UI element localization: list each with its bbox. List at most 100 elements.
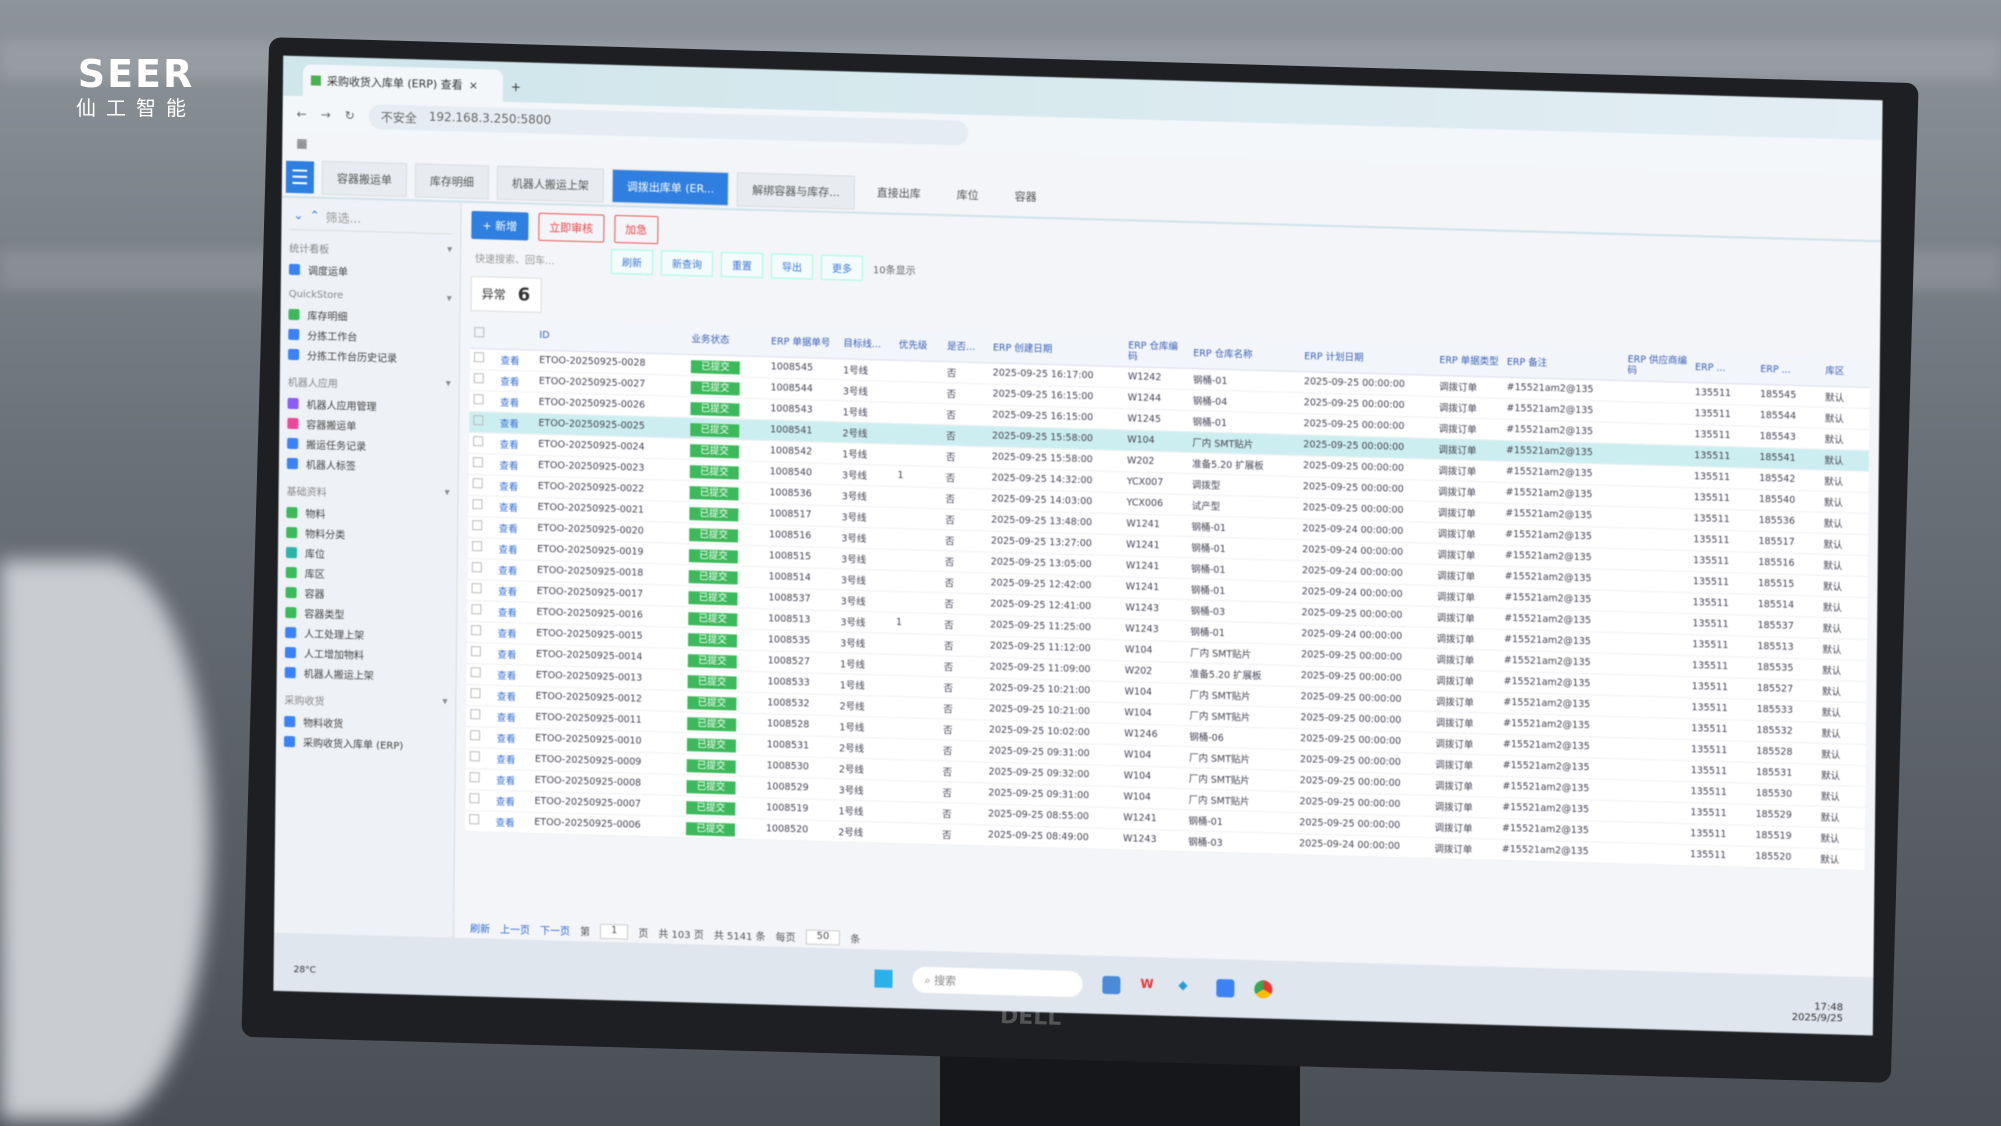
row-checkbox[interactable] [470, 646, 481, 657]
sidebar-group-header[interactable]: QuickStore ▾ [289, 289, 452, 305]
system-clock[interactable]: 17:48 2025/9/25 [1792, 1001, 1843, 1025]
file-app-icon[interactable] [1102, 975, 1121, 995]
row-checkbox[interactable] [470, 688, 481, 699]
new-tab-icon[interactable]: + [510, 79, 521, 95]
chevron-down-icon[interactable]: ▾ [446, 293, 452, 305]
row-checkbox[interactable] [470, 709, 481, 720]
view-link[interactable]: 查看 [494, 495, 534, 519]
chevron-down-icon[interactable]: ▾ [445, 378, 451, 390]
sidebar-group-header[interactable]: 统计看板 ▾ [289, 240, 452, 260]
view-link[interactable]: 查看 [495, 432, 535, 456]
view-link[interactable]: 查看 [495, 474, 534, 498]
column-header[interactable] [470, 318, 497, 349]
collapse-all-icon[interactable]: ⌃ [309, 208, 320, 223]
column-header[interactable]: ERP 仓库编码 [1123, 337, 1190, 369]
app-tab[interactable]: 容器搬运单 [321, 160, 408, 198]
row-checkbox[interactable] [473, 415, 484, 426]
row-checkbox[interactable] [471, 562, 482, 573]
view-link[interactable]: 查看 [493, 600, 533, 624]
row-checkbox[interactable] [470, 667, 481, 678]
row-checkbox[interactable] [473, 373, 484, 384]
view-link[interactable]: 查看 [496, 369, 536, 393]
quick-search-input[interactable]: 快速搜索、回车... [474, 254, 555, 268]
approve-button[interactable]: 立即审核 [537, 212, 605, 243]
row-checkbox[interactable] [469, 751, 480, 762]
remote-app-icon[interactable]: ◆ [1178, 977, 1188, 993]
view-link[interactable]: 查看 [495, 453, 535, 477]
column-header[interactable]: ERP 单据类型 [1435, 345, 1504, 378]
next-page-link[interactable]: 下一页 [539, 926, 571, 938]
sidebar-item[interactable]: 调度运单 [288, 259, 452, 284]
filter-button[interactable]: 重置 [720, 251, 764, 279]
row-checkbox[interactable] [473, 436, 484, 447]
filter-button[interactable]: 导出 [770, 253, 814, 280]
sidebar-item[interactable]: 机器人标签 [286, 453, 450, 478]
view-link[interactable]: 查看 [494, 537, 534, 561]
row-checkbox[interactable] [469, 793, 480, 804]
view-link[interactable]: 查看 [493, 664, 532, 687]
sidebar-group-header[interactable]: 基础资料 ▾ [287, 483, 450, 503]
chevron-down-icon[interactable]: ▾ [444, 487, 450, 499]
row-checkbox[interactable] [472, 457, 483, 468]
sidebar-group-header[interactable]: 机器人应用 ▾ [288, 374, 451, 394]
close-icon[interactable]: × [468, 78, 478, 92]
view-link[interactable]: 查看 [492, 769, 531, 792]
row-checkbox[interactable] [473, 394, 484, 405]
view-link[interactable]: 查看 [491, 811, 531, 834]
sidebar-group-header[interactable]: 采购收货 ▾ [284, 692, 447, 712]
taskbar-search[interactable]: ⌕ 搜索 [912, 966, 1083, 998]
reload-icon[interactable]: ↻ [344, 108, 355, 123]
column-header[interactable]: 库区 [1821, 356, 1870, 388]
app-tab[interactable]: 直接出库 [876, 186, 921, 201]
page-display-select[interactable]: 10条显示 [872, 265, 916, 278]
sidebar-item[interactable]: 采购收货入库单 (ERP) [283, 731, 447, 756]
column-header[interactable]: ERP 单据单号 [766, 327, 840, 359]
column-header[interactable]: 目标线... [839, 329, 896, 361]
chevron-down-icon[interactable]: ▾ [447, 244, 453, 256]
view-link[interactable]: 查看 [492, 727, 532, 750]
app-tab[interactable]: 库位 [956, 188, 979, 203]
row-checkbox[interactable] [473, 352, 485, 363]
app-tab[interactable]: 调拨出库单 (ER... [611, 168, 730, 207]
per-page-input[interactable]: 50 [805, 929, 841, 946]
filter-button[interactable]: 刷新 [610, 248, 654, 276]
column-header[interactable]: 优先级 [894, 330, 944, 362]
windows-start-icon[interactable] [874, 969, 893, 988]
view-link[interactable]: 查看 [492, 706, 532, 729]
row-checkbox[interactable] [469, 772, 480, 783]
sidebar-item[interactable]: 机器人搬运上架 [284, 662, 448, 687]
chrome-icon[interactable] [1254, 980, 1273, 999]
row-checkbox[interactable] [471, 625, 482, 636]
page-input[interactable]: 1 [599, 923, 629, 940]
column-header[interactable]: ERP ... [1690, 353, 1757, 385]
column-header[interactable]: 是否... [942, 332, 990, 363]
view-link[interactable]: 查看 [496, 390, 535, 414]
browser-tab[interactable]: 采购收货入库单 (ERP) 查看 × [302, 64, 504, 102]
view-link[interactable]: 查看 [493, 621, 533, 645]
row-checkbox[interactable] [472, 499, 483, 510]
sidebar-item[interactable]: 分拣工作台历史记录 [288, 344, 451, 369]
row-checkbox[interactable] [472, 520, 483, 531]
weather-widget[interactable]: 28°C [293, 965, 316, 976]
view-link[interactable]: 查看 [495, 411, 535, 435]
forward-icon[interactable]: → [320, 107, 331, 122]
filter-button[interactable]: 新查询 [660, 250, 714, 277]
row-checkbox[interactable] [471, 541, 483, 552]
row-checkbox[interactable] [469, 814, 480, 825]
add-button[interactable]: + 新增 [471, 210, 529, 241]
view-link[interactable]: 查看 [492, 748, 532, 771]
row-checkbox[interactable] [471, 583, 482, 594]
wps-icon[interactable]: W [1140, 976, 1154, 992]
app-tab[interactable]: 机器人搬运上架 [496, 165, 604, 203]
security-warning[interactable]: 不安全 [380, 109, 417, 125]
urgent-button[interactable]: 加急 [613, 214, 659, 245]
column-header[interactable]: ERP 备注 [1502, 347, 1624, 381]
column-header[interactable]: ERP 计划日期 [1300, 342, 1436, 376]
back-icon[interactable]: ← [296, 107, 307, 122]
menu-icon[interactable]: ☰ [285, 160, 315, 194]
view-link[interactable]: 查看 [496, 348, 536, 372]
view-link[interactable]: 查看 [491, 790, 531, 813]
column-header[interactable]: ERP ... [1756, 354, 1822, 386]
column-header[interactable]: ERP 仓库名称 [1189, 339, 1301, 372]
select-all-checkbox[interactable] [474, 326, 485, 338]
